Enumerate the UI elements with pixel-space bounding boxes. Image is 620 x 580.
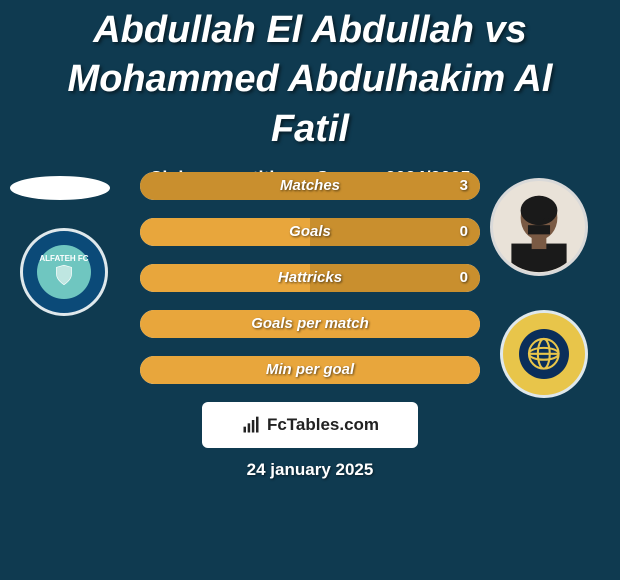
footer-label: FcTables.com	[267, 415, 379, 435]
stat-label: Goals	[140, 218, 480, 246]
footer-box[interactable]: FcTables.com	[202, 402, 418, 448]
page-title: Abdullah El Abdullah vs Mohammed Abdulha…	[0, 0, 620, 154]
comparison-card: Abdullah El Abdullah vs Mohammed Abdulha…	[0, 0, 620, 580]
stat-value-right: 0	[460, 218, 468, 246]
stat-value-right: 0	[460, 264, 468, 292]
stat-label: Min per goal	[140, 356, 480, 384]
stats-area: Matches3Goals0Hattricks0Goals per matchM…	[0, 172, 620, 402]
date-label: 24 january 2025	[0, 460, 620, 480]
stat-row: Goals per match	[140, 310, 480, 338]
bar-chart-icon	[241, 415, 261, 435]
stat-row: Hattricks0	[140, 264, 480, 292]
stat-row: Min per goal	[140, 356, 480, 384]
stat-label: Hattricks	[140, 264, 480, 292]
stat-row: Goals0	[140, 218, 480, 246]
stat-value-right: 3	[460, 172, 468, 200]
stat-row: Matches3	[140, 172, 480, 200]
stat-label: Goals per match	[140, 310, 480, 338]
stat-label: Matches	[140, 172, 480, 200]
